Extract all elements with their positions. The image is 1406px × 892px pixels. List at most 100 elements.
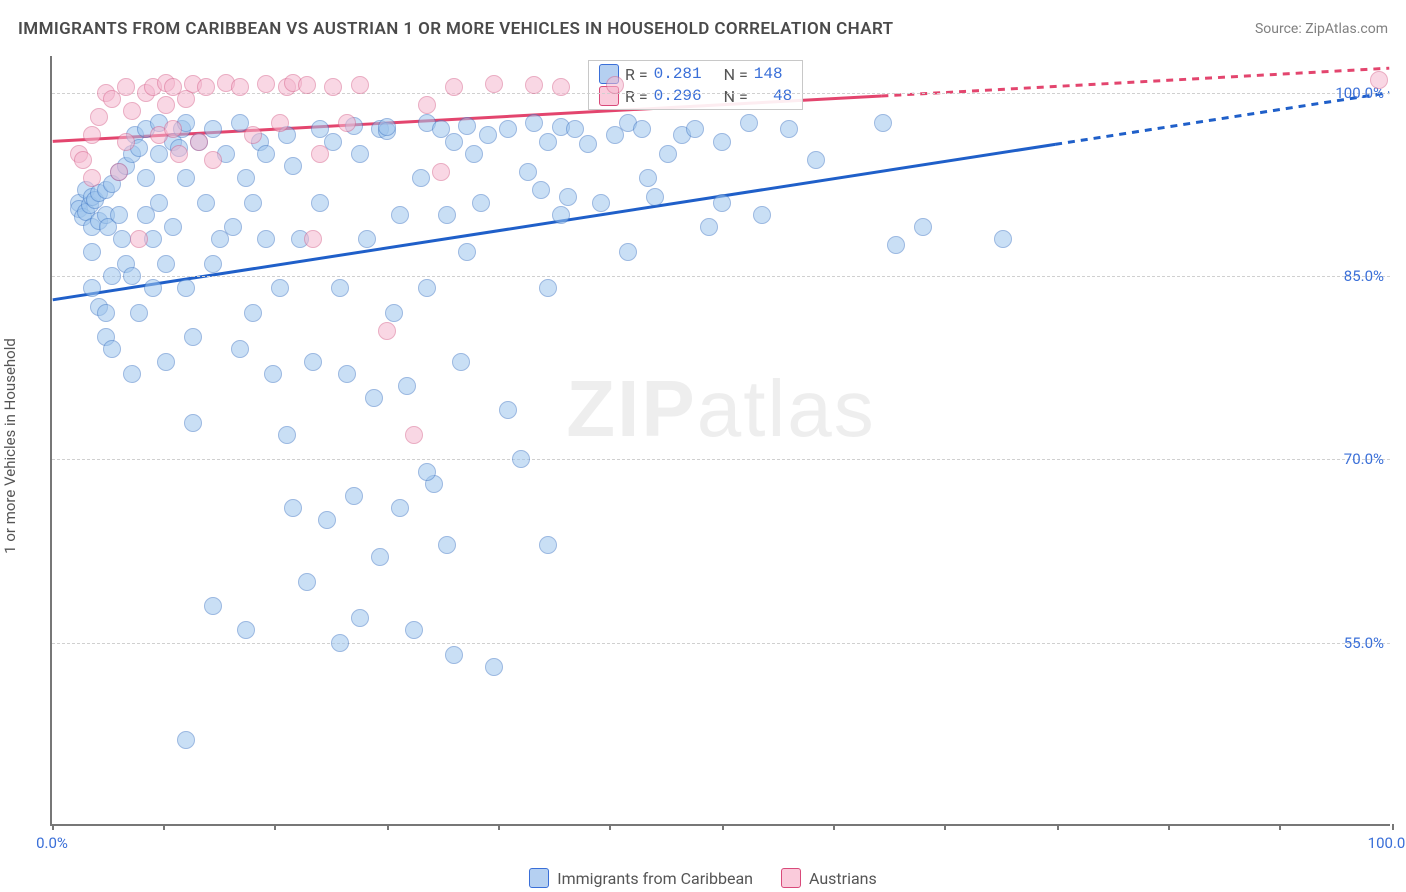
data-point-caribbean	[452, 353, 470, 371]
data-point-caribbean	[177, 731, 195, 749]
data-point-caribbean	[418, 279, 436, 297]
data-point-caribbean	[807, 151, 825, 169]
data-point-caribbean	[398, 377, 416, 395]
legend-swatch	[781, 868, 801, 888]
data-point-caribbean	[418, 114, 436, 132]
data-point-caribbean	[197, 194, 215, 212]
data-point-caribbean	[479, 126, 497, 144]
data-point-austrians	[284, 74, 302, 92]
data-point-caribbean	[378, 118, 396, 136]
r-value: 0.281	[654, 65, 702, 83]
data-point-caribbean	[753, 206, 771, 224]
data-point-austrians	[304, 230, 322, 248]
data-point-caribbean	[418, 463, 436, 481]
data-point-caribbean	[458, 243, 476, 261]
data-point-caribbean	[110, 206, 128, 224]
data-point-caribbean	[539, 279, 557, 297]
chart-title: IMMIGRANTS FROM CARIBBEAN VS AUSTRIAN 1 …	[18, 19, 894, 39]
y-tick-label: 70.0%	[1344, 450, 1384, 468]
data-point-caribbean	[204, 120, 222, 138]
grid-line	[52, 459, 1390, 460]
data-point-caribbean	[237, 169, 255, 187]
data-point-caribbean	[231, 114, 249, 132]
data-point-caribbean	[117, 157, 135, 175]
data-point-caribbean	[130, 304, 148, 322]
data-point-caribbean	[405, 621, 423, 639]
data-point-caribbean	[345, 487, 363, 505]
x-tick	[387, 824, 389, 830]
data-point-caribbean	[458, 117, 476, 135]
data-point-austrians	[170, 145, 188, 163]
data-point-caribbean	[97, 181, 115, 199]
data-point-caribbean	[371, 120, 389, 138]
data-point-caribbean	[914, 218, 932, 236]
data-point-caribbean	[74, 208, 92, 226]
data-point-caribbean	[99, 218, 117, 236]
data-point-caribbean	[619, 243, 637, 261]
data-point-caribbean	[318, 511, 336, 529]
legend-swatch	[599, 86, 619, 106]
data-point-caribbean	[485, 658, 503, 676]
data-point-caribbean	[144, 279, 162, 297]
data-point-caribbean	[311, 120, 329, 138]
data-point-caribbean	[137, 120, 155, 138]
data-point-austrians	[217, 74, 235, 92]
x-tick	[1057, 824, 1059, 830]
data-point-caribbean	[144, 230, 162, 248]
data-point-austrians	[70, 145, 88, 163]
data-point-caribbean	[244, 304, 262, 322]
data-point-austrians	[157, 74, 175, 92]
data-point-caribbean	[539, 536, 557, 554]
x-tick	[52, 824, 54, 830]
data-point-caribbean	[170, 139, 188, 157]
data-point-caribbean	[97, 206, 115, 224]
grid-line	[52, 93, 1390, 94]
n-value: 148	[754, 65, 783, 83]
data-point-austrians	[130, 230, 148, 248]
x-tick	[1279, 824, 1281, 830]
data-point-caribbean	[103, 175, 121, 193]
data-point-caribbean	[157, 353, 175, 371]
legend-label: Immigrants from Caribbean	[557, 869, 753, 888]
watermark: ZIPatlas	[566, 363, 875, 455]
data-point-caribbean	[137, 206, 155, 224]
data-point-caribbean	[874, 114, 892, 132]
data-point-caribbean	[686, 120, 704, 138]
data-point-caribbean	[566, 120, 584, 138]
data-point-caribbean	[579, 135, 597, 153]
data-point-caribbean	[237, 621, 255, 639]
data-point-caribbean	[83, 188, 101, 206]
data-point-caribbean	[90, 184, 108, 202]
data-point-caribbean	[639, 169, 657, 187]
data-point-caribbean	[224, 218, 242, 236]
data-point-austrians	[244, 126, 262, 144]
chart-source: Source: ZipAtlas.com	[1255, 21, 1388, 37]
data-point-caribbean	[284, 499, 302, 517]
data-point-caribbean	[552, 206, 570, 224]
data-point-caribbean	[164, 133, 182, 151]
data-point-caribbean	[472, 194, 490, 212]
data-point-austrians	[204, 151, 222, 169]
data-point-caribbean	[391, 499, 409, 517]
data-point-caribbean	[465, 145, 483, 163]
data-point-caribbean	[351, 145, 369, 163]
data-point-austrians	[184, 75, 202, 93]
data-point-caribbean	[519, 163, 537, 181]
data-point-austrians	[74, 151, 92, 169]
data-point-caribbean	[559, 188, 577, 206]
data-point-caribbean	[126, 126, 144, 144]
data-point-caribbean	[311, 194, 329, 212]
trend-lines	[52, 56, 1390, 824]
data-point-austrians	[351, 76, 369, 94]
data-point-caribbean	[606, 126, 624, 144]
y-tick-label: 100.0%	[1335, 84, 1384, 102]
legend-stat-row: R =0.281N =148	[589, 63, 802, 85]
x-tick-label: 100.0%	[1368, 834, 1406, 852]
x-tick	[609, 824, 611, 830]
data-point-caribbean	[257, 145, 275, 163]
data-point-caribbean	[378, 122, 396, 140]
data-point-caribbean	[887, 236, 905, 254]
data-point-austrians	[311, 145, 329, 163]
n-label: N =	[724, 87, 748, 106]
data-point-caribbean	[331, 279, 349, 297]
